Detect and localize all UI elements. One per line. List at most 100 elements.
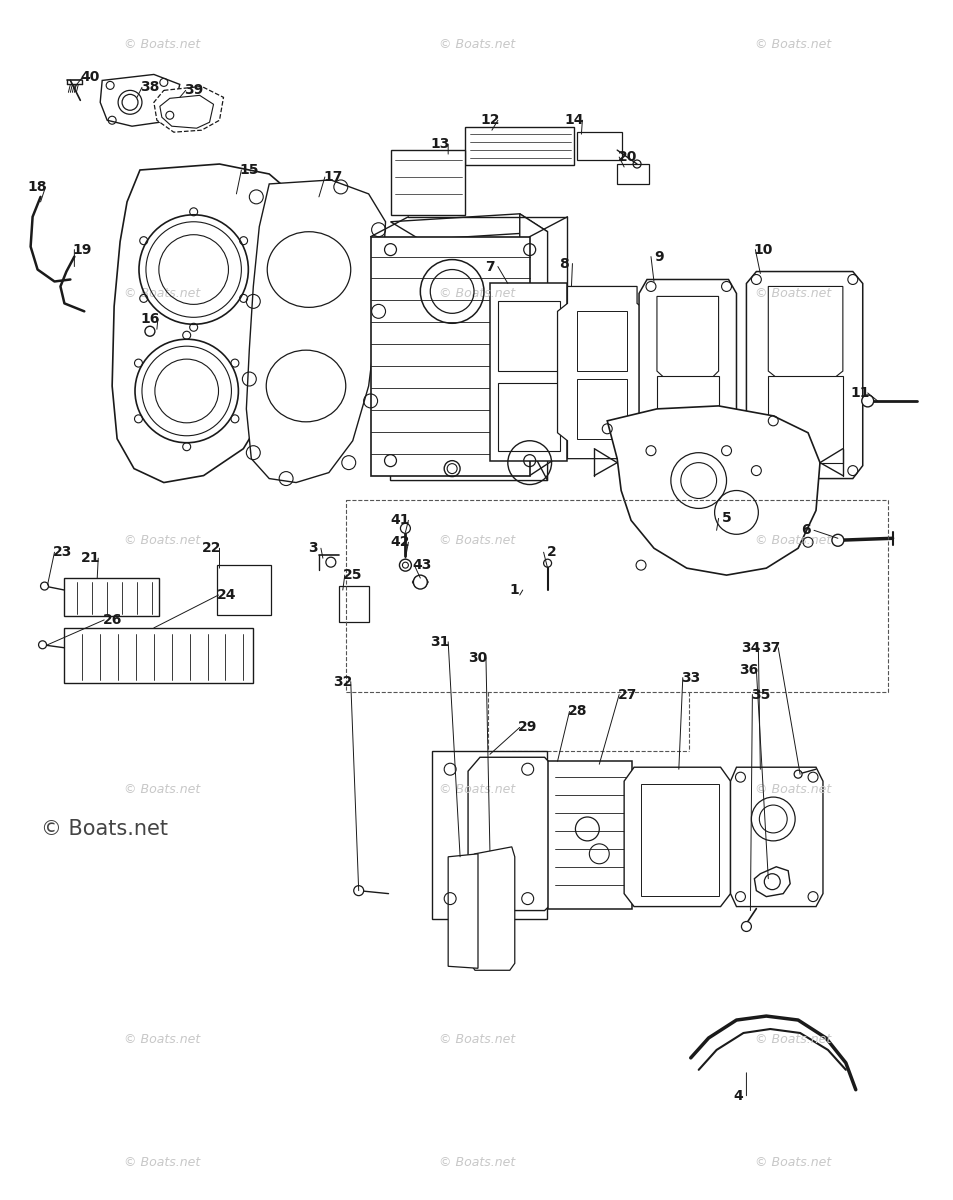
Polygon shape — [246, 180, 385, 482]
Circle shape — [399, 559, 411, 571]
Text: 28: 28 — [567, 704, 586, 719]
Text: 19: 19 — [72, 242, 91, 257]
Polygon shape — [557, 287, 646, 458]
Text: © Boats.net: © Boats.net — [41, 818, 168, 839]
Circle shape — [41, 582, 49, 590]
Text: 3: 3 — [308, 541, 317, 556]
Text: 39: 39 — [184, 83, 203, 97]
Text: © Boats.net: © Boats.net — [754, 287, 830, 300]
Bar — [640, 784, 718, 895]
Bar — [577, 311, 626, 371]
Bar — [345, 500, 886, 691]
Text: 12: 12 — [479, 113, 499, 127]
Bar — [617, 164, 648, 184]
Text: 27: 27 — [617, 688, 637, 702]
Bar — [65, 578, 159, 616]
Text: 21: 21 — [80, 551, 100, 565]
Text: 25: 25 — [343, 568, 362, 582]
Text: © Boats.net: © Boats.net — [124, 782, 200, 796]
Polygon shape — [160, 95, 213, 128]
Text: © Boats.net: © Boats.net — [124, 38, 200, 52]
Text: 15: 15 — [239, 163, 259, 176]
Bar — [577, 379, 626, 439]
Text: 31: 31 — [430, 635, 450, 649]
Text: 26: 26 — [102, 613, 122, 626]
Polygon shape — [470, 847, 515, 971]
Text: © Boats.net: © Boats.net — [124, 1033, 200, 1046]
Text: 23: 23 — [52, 545, 72, 559]
Text: 7: 7 — [485, 259, 495, 274]
Polygon shape — [730, 767, 822, 906]
Circle shape — [831, 534, 843, 546]
Text: © Boats.net: © Boats.net — [124, 287, 200, 300]
Circle shape — [326, 557, 335, 568]
Text: 16: 16 — [140, 312, 159, 326]
Polygon shape — [468, 757, 557, 911]
Text: 32: 32 — [333, 674, 352, 689]
Text: 35: 35 — [750, 688, 769, 702]
Polygon shape — [519, 214, 547, 480]
Text: 14: 14 — [564, 113, 583, 127]
Text: © Boats.net: © Boats.net — [754, 38, 830, 52]
Bar — [65, 628, 253, 683]
Bar — [497, 383, 558, 451]
Polygon shape — [767, 376, 841, 463]
Text: © Boats.net: © Boats.net — [438, 287, 515, 300]
Polygon shape — [745, 271, 862, 479]
Text: 42: 42 — [391, 535, 410, 550]
Text: 37: 37 — [760, 641, 780, 655]
Bar — [432, 751, 546, 918]
Text: 6: 6 — [801, 523, 810, 538]
Polygon shape — [639, 280, 736, 458]
Polygon shape — [153, 86, 223, 132]
Polygon shape — [767, 287, 841, 391]
Text: 38: 38 — [140, 80, 159, 95]
Bar — [547, 761, 632, 908]
Text: © Boats.net: © Boats.net — [124, 1156, 200, 1169]
Bar — [497, 301, 558, 371]
Text: 13: 13 — [430, 137, 450, 151]
Text: © Boats.net: © Boats.net — [438, 1033, 515, 1046]
Text: 20: 20 — [617, 150, 637, 164]
Polygon shape — [607, 406, 820, 575]
Text: 1: 1 — [509, 583, 519, 598]
Text: © Boats.net: © Boats.net — [754, 1033, 830, 1046]
Bar — [390, 150, 464, 215]
Text: 4: 4 — [733, 1088, 742, 1103]
Polygon shape — [390, 240, 547, 480]
Circle shape — [861, 395, 873, 407]
Bar — [464, 127, 574, 166]
Text: © Boats.net: © Boats.net — [754, 782, 830, 796]
Text: 17: 17 — [323, 170, 342, 184]
Polygon shape — [448, 854, 477, 968]
Text: 10: 10 — [753, 242, 772, 257]
Polygon shape — [412, 577, 428, 587]
Text: © Boats.net: © Boats.net — [754, 1156, 830, 1169]
Text: 43: 43 — [413, 558, 432, 572]
Text: 40: 40 — [80, 71, 100, 84]
Text: 24: 24 — [216, 588, 236, 602]
Text: 11: 11 — [849, 386, 868, 400]
Bar — [216, 565, 271, 614]
Text: 41: 41 — [391, 514, 410, 527]
Text: © Boats.net: © Boats.net — [754, 534, 830, 547]
Polygon shape — [657, 376, 718, 451]
Circle shape — [413, 575, 427, 589]
Text: 34: 34 — [740, 641, 760, 655]
Circle shape — [740, 922, 751, 931]
Bar — [338, 586, 368, 622]
Text: © Boats.net: © Boats.net — [438, 38, 515, 52]
Circle shape — [400, 523, 410, 533]
Text: 36: 36 — [738, 662, 758, 677]
Text: 29: 29 — [517, 720, 537, 734]
Bar — [490, 283, 567, 461]
Polygon shape — [390, 214, 547, 240]
Polygon shape — [623, 767, 730, 906]
Text: 8: 8 — [559, 257, 569, 270]
Circle shape — [543, 559, 551, 568]
Bar — [577, 132, 621, 160]
Text: 30: 30 — [468, 650, 487, 665]
Circle shape — [793, 770, 801, 778]
Polygon shape — [100, 74, 179, 126]
Circle shape — [38, 641, 47, 649]
